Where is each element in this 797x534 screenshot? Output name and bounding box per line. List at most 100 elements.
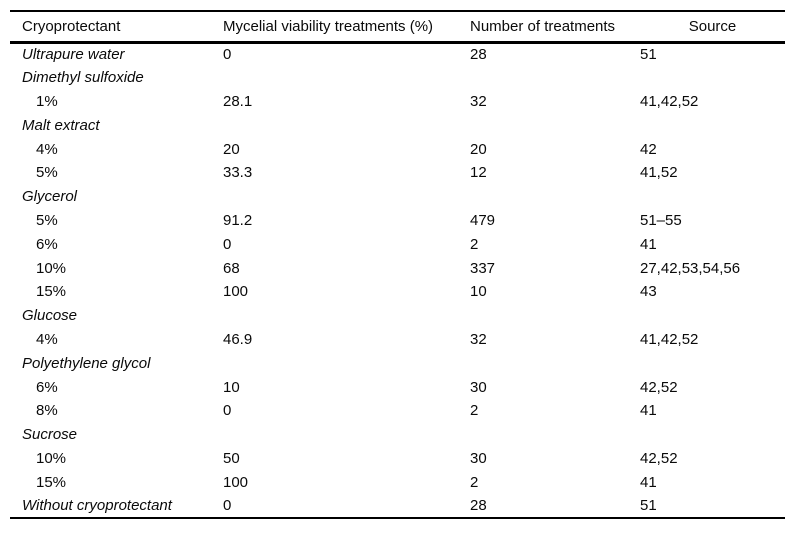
treatments-cell [470, 423, 640, 447]
treatments-cell: 28 [470, 46, 487, 64]
column-header-viability: Mycelial viability treatments (%) [223, 11, 470, 44]
source-cell: 27,42,53,54,56 [640, 259, 741, 277]
viability-cell: 46.9 [223, 330, 253, 348]
table-row: 4% 20 20 42 [10, 137, 785, 161]
source-cell [640, 113, 785, 137]
treatments-cell [470, 185, 640, 209]
viability-cell [223, 185, 470, 209]
treatments-cell [470, 351, 640, 375]
treatments-cell: 30 [470, 449, 487, 467]
table-header: Cryoprotectant Mycelial viability treatm… [10, 11, 785, 44]
treatments-cell: 10 [470, 283, 487, 301]
table-row: 10% 50 30 42,52 [10, 447, 785, 471]
treatments-cell: 2 [470, 235, 479, 253]
table-row: 4% 46.9 32 41,42,52 [10, 328, 785, 352]
table-row: Malt extract [10, 113, 785, 137]
cryoprotectant-cell: 5% [36, 211, 58, 229]
cryoprotectant-cell: Glycerol [22, 188, 78, 206]
table-row: Glycerol [10, 185, 785, 209]
treatments-cell: 479 [470, 211, 496, 229]
cryoprotectant-cell: 1% [36, 92, 58, 110]
source-cell: 41 [640, 473, 657, 491]
cryoprotectant-cell: Sucrose [22, 426, 78, 444]
table-row: 15% 100 2 41 [10, 470, 785, 494]
source-cell: 41,42,52 [640, 92, 699, 110]
viability-cell [223, 304, 470, 328]
cryoprotectant-cell: Without cryoprotectant [22, 497, 172, 515]
table-row: 15% 100 10 43 [10, 280, 785, 304]
cryoprotectant-cell: 5% [36, 164, 58, 182]
table-row: Ultrapure water 0 28 51 [10, 42, 785, 66]
cryoprotectant-cell: 4% [36, 140, 58, 158]
treatments-cell: 32 [470, 92, 487, 110]
table-row: 1% 28.1 32 41,42,52 [10, 90, 785, 114]
cryoprotectant-cell: Glucose [22, 307, 78, 325]
viability-cell [223, 66, 470, 90]
table-row: 8% 0 2 41 [10, 399, 785, 423]
viability-cell: 0 [223, 46, 232, 64]
treatments-cell: 28 [470, 497, 487, 515]
cryoprotectant-cell: 10% [36, 259, 67, 277]
table-row: Without cryoprotectant 0 28 51 [10, 494, 785, 518]
treatments-cell: 32 [470, 330, 487, 348]
source-cell [640, 423, 785, 447]
treatments-cell [470, 304, 640, 328]
cryoprotectant-cell: 4% [36, 330, 58, 348]
treatments-cell: 20 [470, 140, 487, 158]
viability-cell: 10 [223, 378, 240, 396]
viability-cell: 28.1 [223, 92, 253, 110]
table-row: Sucrose [10, 423, 785, 447]
source-cell: 51–55 [640, 211, 682, 229]
cryoprotectant-cell: Malt extract [22, 116, 100, 134]
cryoprotectant-cell: 15% [36, 473, 67, 491]
viability-cell: 0 [223, 497, 232, 515]
source-cell [640, 185, 785, 209]
source-cell: 51 [640, 497, 657, 515]
source-cell: 42 [640, 140, 657, 158]
viability-cell: 20 [223, 140, 240, 158]
table-body: Ultrapure water 0 28 51 Dimethyl sulfoxide 1%… [10, 42, 785, 518]
viability-cell: 68 [223, 259, 240, 277]
source-cell [640, 66, 785, 90]
source-cell: 43 [640, 283, 657, 301]
cryoprotectant-cell: 10% [36, 449, 67, 467]
source-cell: 42,52 [640, 449, 678, 467]
viability-cell [223, 351, 470, 375]
table-row: 10% 68 337 27,42,53,54,56 [10, 256, 785, 280]
table-row: 5% 33.3 12 41,52 [10, 161, 785, 185]
viability-cell: 100 [223, 473, 249, 491]
source-cell: 41,52 [640, 164, 678, 182]
treatments-cell [470, 66, 640, 90]
column-header-source: Source [640, 11, 785, 44]
source-cell [640, 351, 785, 375]
cryoprotectant-cell: Ultrapure water [22, 46, 125, 64]
treatments-cell [470, 113, 640, 137]
source-cell [640, 304, 785, 328]
viability-cell: 91.2 [223, 211, 253, 229]
source-cell: 51 [640, 46, 657, 64]
source-cell: 41 [640, 402, 657, 420]
table-row: Dimethyl sulfoxide [10, 66, 785, 90]
source-cell: 41,42,52 [640, 330, 699, 348]
table-row: 5% 91.2 479 51–55 [10, 209, 785, 233]
treatments-cell: 2 [470, 473, 479, 491]
treatments-cell: 337 [470, 259, 496, 277]
treatments-cell: 12 [470, 164, 487, 182]
header-row: Cryoprotectant Mycelial viability treatm… [10, 11, 785, 44]
column-header-cryoprotectant: Cryoprotectant [10, 11, 223, 44]
viability-cell: 33.3 [223, 164, 253, 182]
viability-cell: 50 [223, 449, 240, 467]
treatments-cell: 2 [470, 402, 479, 420]
viability-cell [223, 423, 470, 447]
cryoprotectant-cell: 6% [36, 378, 58, 396]
source-cell: 41 [640, 235, 657, 253]
cryoprotectant-cell: 15% [36, 283, 67, 301]
viability-cell: 0 [223, 402, 232, 420]
cryoprotectant-cell: Polyethylene glycol [22, 354, 151, 372]
column-header-treatments: Number of treatments [470, 11, 640, 44]
treatments-cell: 30 [470, 378, 487, 396]
viability-cell [223, 113, 470, 137]
table-row: 6% 0 2 41 [10, 232, 785, 256]
cryoprotectant-cell: 6% [36, 235, 58, 253]
